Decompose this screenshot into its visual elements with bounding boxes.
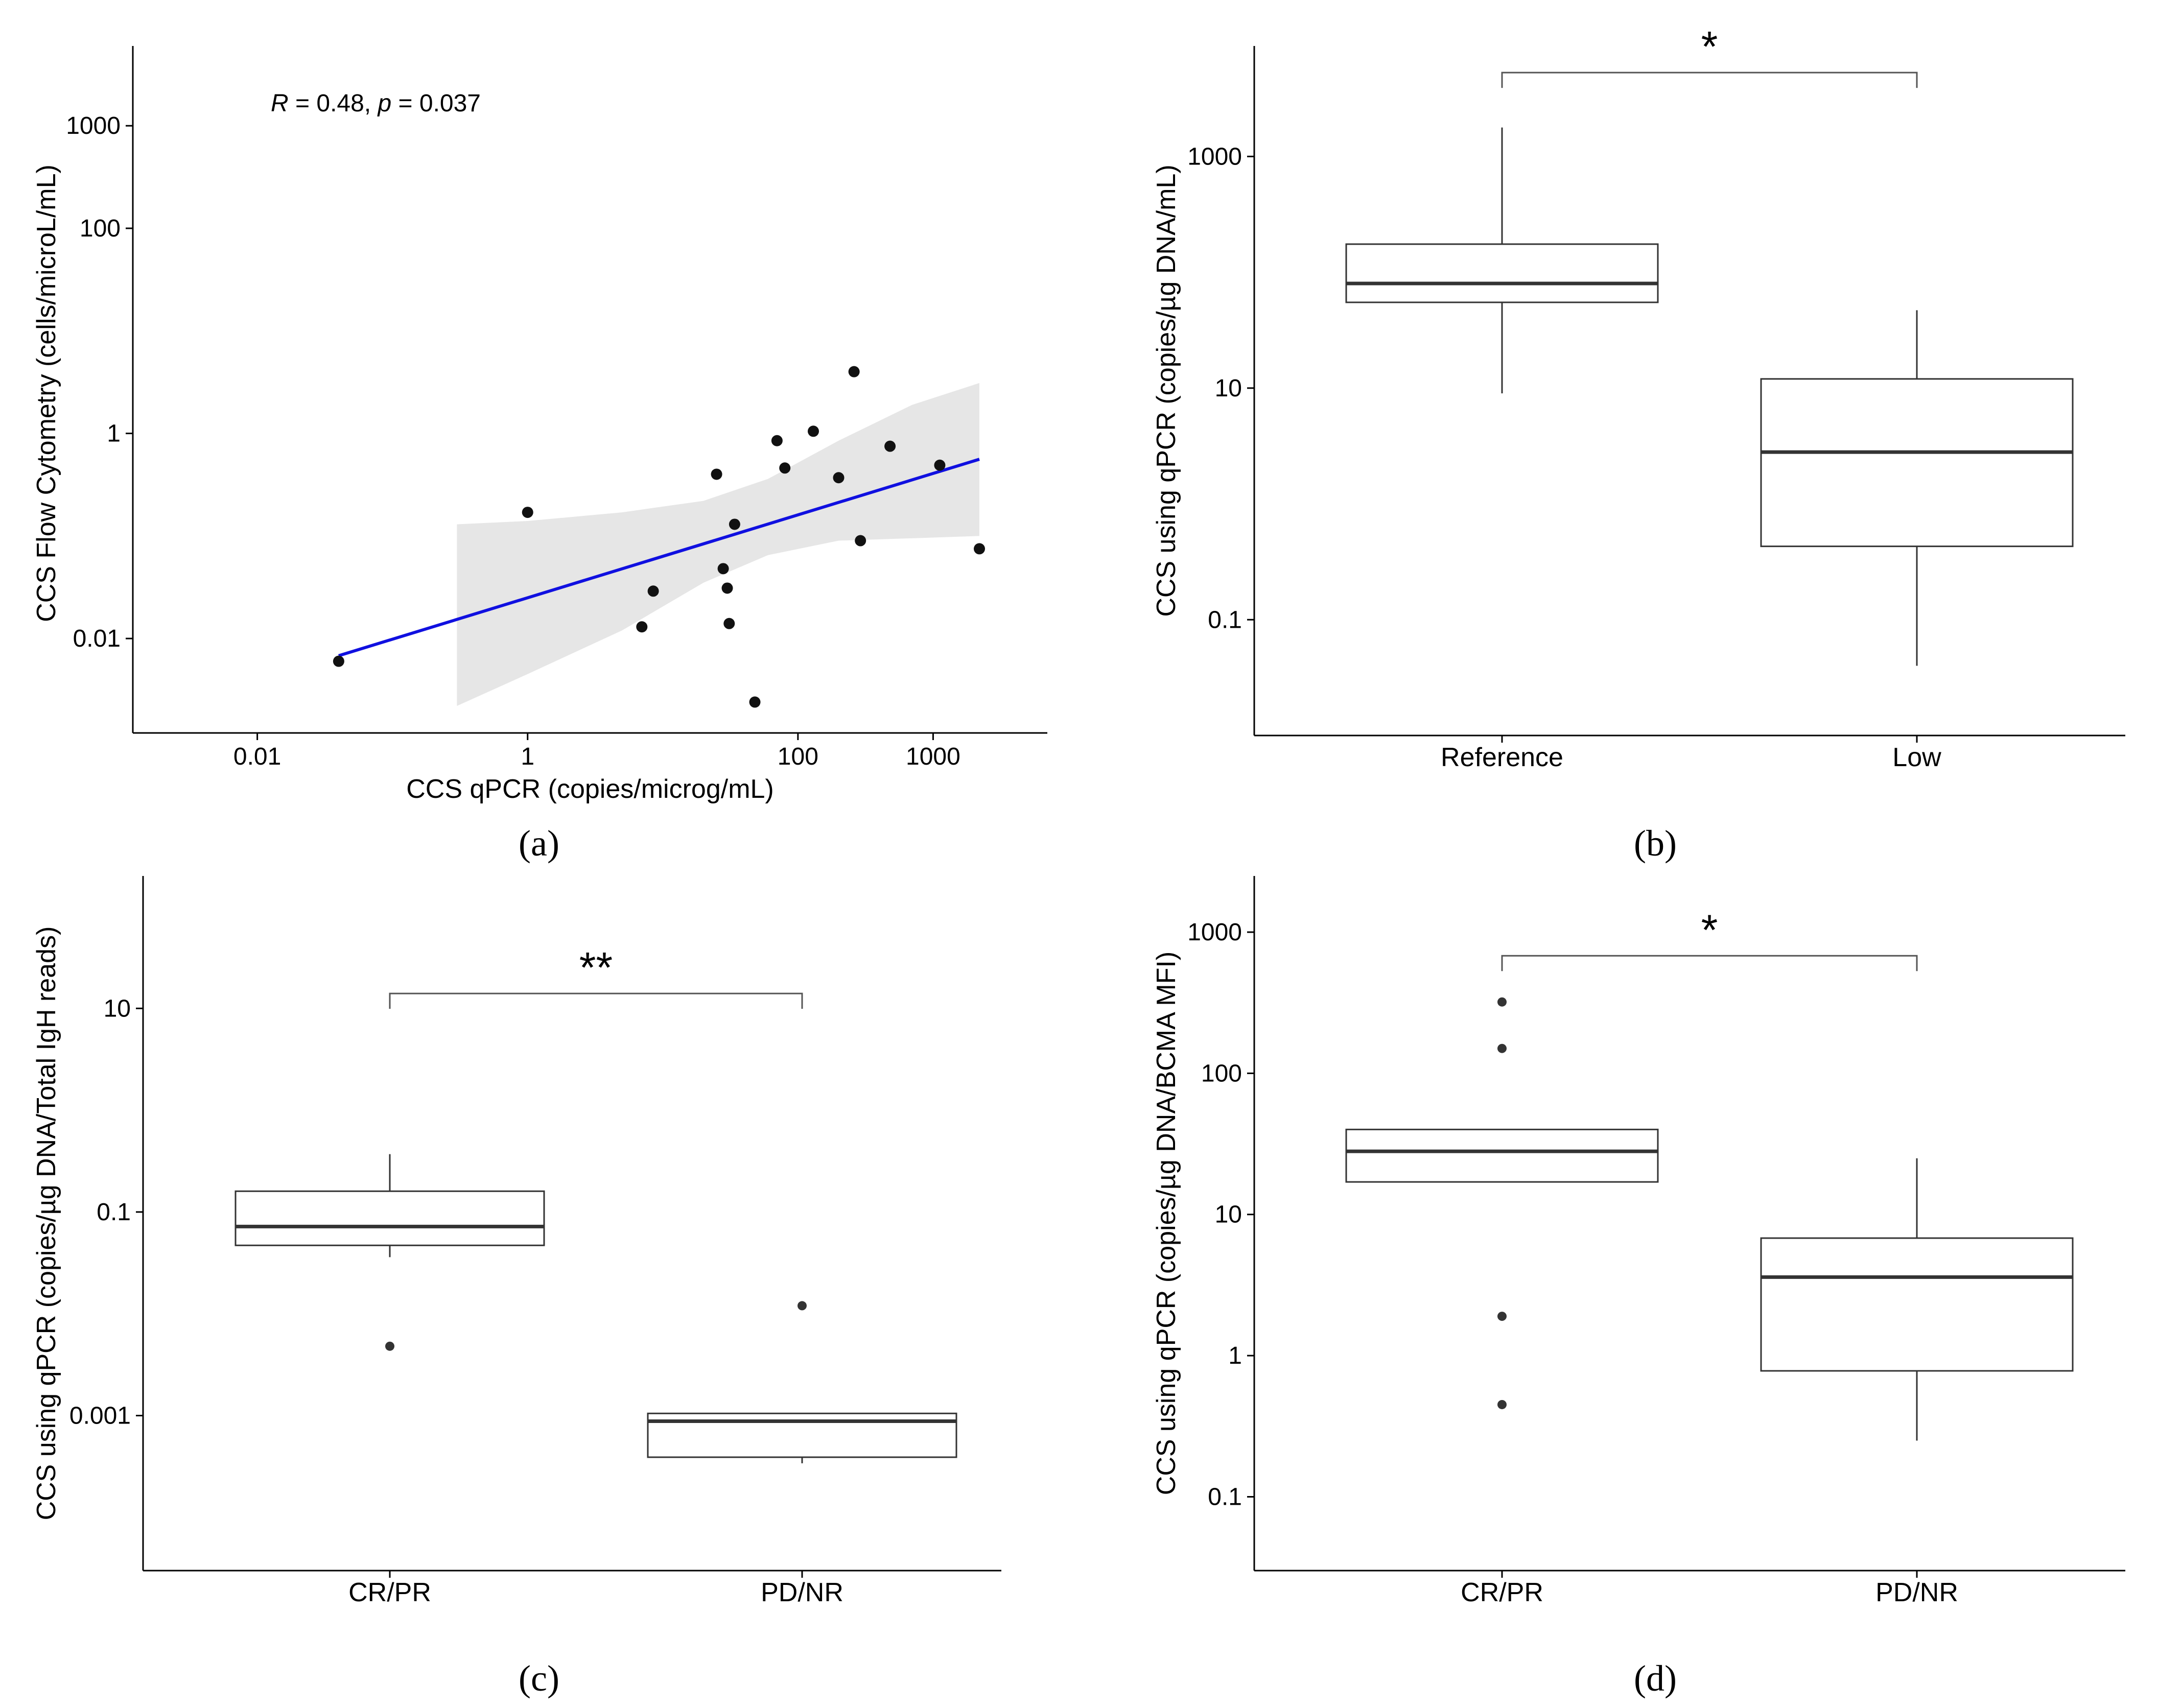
bracket-line [1501,955,1918,971]
bracket-line [389,992,803,1009]
panel-d-boxplot: 0.1 1 10 100 1000 * CR/PR PD/NR CCS using qP… [1152,876,2125,1699]
significance-label: * [1701,22,1718,70]
outlier-point [1497,997,1507,1007]
data-point [884,440,896,452]
y-axis-title: CCS using qPCR (copies/µg DNA/Total IgH … [32,927,61,1521]
y-tick-label: 0.001 [69,1402,131,1429]
y-tick-label: 1000 [66,112,121,139]
panel-c-boxplot: 0.001 0.1 10 ** CR/PR PD/NR CCS using qPCR… [32,876,1001,1699]
outlier-point [798,1301,807,1311]
y-axis-title: CCS using qPCR (copies/µg DNA/BCMA MFI) [1152,952,1181,1495]
data-point [721,582,733,594]
data-point [647,585,659,597]
y-tick-label: 0.1 [1208,606,1242,633]
boxes [1345,127,2074,743]
y-tick-label: 10 [1215,1201,1242,1228]
x-tick-label: 0.01 [233,743,281,770]
x-tick-label-pd-nr: PD/NR [1875,1578,1958,1607]
boxes [234,1154,957,1578]
panel-label-b: (b) [1634,823,1677,864]
bracket-line [1501,72,1918,88]
outlier-point [385,1341,394,1351]
y-tick-label: 0.1 [97,1199,131,1226]
y-tick-label: 100 [80,215,121,242]
significance-bracket: * [1501,22,1918,88]
y-ticks: 0.1 10 1000 [1187,143,1254,633]
box-iqr [1345,243,1659,303]
x-ticks: 0.01 1 100 1000 [233,733,960,770]
correlation-annotation: R = 0.48, p = 0.037 [271,90,481,117]
panel-b-boxplot: 0.1 10 1000 * Reference Low CCS using qPCR… [1152,22,2125,864]
y-tick-label: 100 [1201,1060,1242,1087]
y-tick-label: 0.01 [73,625,121,652]
data-point [779,462,791,474]
y-tick-label: 10 [104,995,131,1022]
y-tick-label: 1000 [1187,143,1242,170]
x-tick-label-low: Low [1892,743,1941,772]
outlier-point [1497,1312,1507,1321]
data-point [855,535,866,547]
outlier-point [1497,1399,1507,1409]
data-point [833,472,845,484]
data-point [729,518,740,530]
box-iqr [234,1190,545,1246]
y-axis-title: CCS Flow Cytometry (cells/microL/mL) [32,164,61,622]
outlier-point [1497,1043,1507,1053]
data-point [934,459,946,471]
data-point [636,621,648,633]
data-point [717,563,729,575]
data-point [808,425,819,437]
x-tick-label-pd-nr: PD/NR [761,1578,843,1607]
data-point [522,507,533,518]
regression-line [338,458,980,657]
x-tick-label-reference: Reference [1441,743,1563,772]
data-point [749,696,761,708]
data-point [771,435,783,446]
significance-label: ** [579,943,613,991]
y-tick-label: 10 [1215,375,1242,402]
panel-label-a: (a) [519,823,559,864]
x-tick-label: 1 [521,743,534,770]
significance-label: * [1701,906,1718,954]
boxes [1345,997,2074,1578]
panel-label-d: (d) [1634,1658,1677,1699]
box-iqr [1345,1128,1659,1183]
x-axis-title: CCS qPCR (copies/microg/mL) [406,774,774,804]
y-tick-label: 0.1 [1208,1483,1242,1510]
x-tick-label: 1000 [906,743,960,770]
y-tick-label: 1000 [1187,919,1242,946]
data-point [711,468,722,480]
box-iqr [1760,378,2074,548]
x-tick-label-cr-pr: CR/PR [1461,1578,1543,1607]
y-tick-label: 1 [107,420,121,447]
significance-bracket: ** [389,943,803,1009]
significance-bracket: * [1501,906,1918,971]
data-point [723,618,735,629]
data-point [974,543,986,555]
panel-a-scatter: 0.01 1 100 1000 0.01 1 100 1000 CCS qPCR (copi… [32,46,1047,864]
y-ticks: 0.01 1 100 1000 [66,112,133,652]
y-tick-label: 1 [1228,1342,1242,1369]
data-points [333,366,986,708]
box-iqr [1760,1237,2074,1372]
data-point [848,366,860,377]
x-tick-label-cr-pr: CR/PR [348,1578,431,1607]
y-ticks: 0.1 1 10 100 1000 [1187,919,1254,1510]
data-point [333,655,344,667]
y-ticks: 0.001 0.1 10 [69,995,143,1429]
panel-label-c: (c) [519,1658,559,1699]
x-tick-label: 100 [778,743,818,770]
confidence-band [457,383,980,706]
y-axis-title: CCS using qPCR (copies/µg DNA/mL) [1152,164,1181,616]
